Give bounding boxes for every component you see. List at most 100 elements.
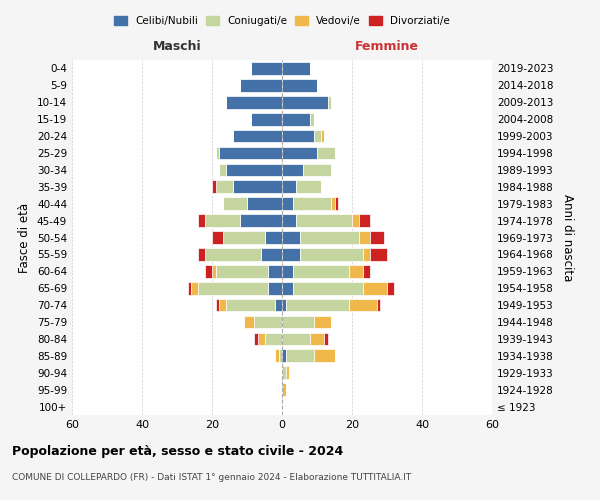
- Bar: [282, 164, 303, 176]
- Bar: [362, 282, 387, 294]
- Bar: [349, 299, 377, 312]
- Bar: [251, 62, 282, 75]
- Bar: [296, 180, 320, 193]
- Bar: [187, 282, 191, 294]
- Bar: [310, 113, 314, 126]
- Bar: [226, 299, 275, 312]
- Bar: [247, 198, 282, 210]
- Bar: [282, 79, 317, 92]
- Y-axis label: Anni di nascita: Anni di nascita: [562, 194, 574, 281]
- Text: Popolazione per età, sesso e stato civile - 2024: Popolazione per età, sesso e stato civil…: [12, 445, 343, 458]
- Bar: [299, 248, 362, 260]
- Bar: [244, 316, 254, 328]
- Bar: [362, 265, 370, 278]
- Bar: [268, 265, 282, 278]
- Text: Femmine: Femmine: [355, 40, 419, 53]
- Y-axis label: Fasce di età: Fasce di età: [19, 202, 31, 272]
- Bar: [265, 332, 282, 345]
- Bar: [299, 231, 359, 244]
- Bar: [205, 248, 261, 260]
- Bar: [310, 332, 324, 345]
- Bar: [233, 180, 282, 193]
- Bar: [212, 265, 215, 278]
- Bar: [226, 96, 282, 108]
- Bar: [215, 180, 233, 193]
- Bar: [282, 113, 310, 126]
- Bar: [296, 214, 352, 227]
- Bar: [205, 214, 240, 227]
- Bar: [251, 113, 282, 126]
- Bar: [282, 198, 293, 210]
- Bar: [282, 248, 299, 260]
- Bar: [282, 350, 286, 362]
- Bar: [370, 231, 383, 244]
- Bar: [286, 366, 289, 379]
- Bar: [233, 130, 282, 142]
- Bar: [282, 299, 286, 312]
- Bar: [293, 198, 331, 210]
- Bar: [268, 282, 282, 294]
- Bar: [282, 96, 328, 108]
- Bar: [282, 231, 299, 244]
- Bar: [240, 79, 282, 92]
- Bar: [293, 265, 349, 278]
- Bar: [314, 350, 335, 362]
- Bar: [328, 96, 331, 108]
- Bar: [282, 332, 310, 345]
- Bar: [198, 214, 205, 227]
- Bar: [223, 198, 247, 210]
- Text: COMUNE DI COLLEPARDO (FR) - Dati ISTAT 1° gennaio 2024 - Elaborazione TUTTITALIA: COMUNE DI COLLEPARDO (FR) - Dati ISTAT 1…: [12, 473, 411, 482]
- Bar: [282, 316, 314, 328]
- Bar: [212, 180, 215, 193]
- Bar: [282, 130, 314, 142]
- Bar: [286, 299, 349, 312]
- Bar: [212, 231, 223, 244]
- Bar: [352, 214, 359, 227]
- Bar: [286, 350, 314, 362]
- Bar: [215, 265, 268, 278]
- Bar: [282, 214, 296, 227]
- Bar: [223, 231, 265, 244]
- Bar: [275, 350, 278, 362]
- Bar: [317, 146, 335, 160]
- Bar: [370, 248, 387, 260]
- Bar: [282, 146, 317, 160]
- Bar: [282, 384, 286, 396]
- Bar: [359, 231, 370, 244]
- Bar: [331, 198, 335, 210]
- Bar: [282, 265, 293, 278]
- Bar: [275, 299, 282, 312]
- Bar: [359, 214, 370, 227]
- Bar: [282, 180, 296, 193]
- Bar: [282, 62, 310, 75]
- Bar: [320, 130, 324, 142]
- Bar: [198, 282, 268, 294]
- Bar: [314, 130, 320, 142]
- Bar: [257, 332, 265, 345]
- Text: Maschi: Maschi: [152, 40, 202, 53]
- Bar: [324, 332, 328, 345]
- Legend: Celibi/Nubili, Coniugati/e, Vedovi/e, Divorziati/e: Celibi/Nubili, Coniugati/e, Vedovi/e, Di…: [110, 12, 454, 30]
- Bar: [265, 231, 282, 244]
- Bar: [314, 316, 331, 328]
- Bar: [219, 146, 282, 160]
- Bar: [349, 265, 362, 278]
- Bar: [205, 265, 212, 278]
- Bar: [377, 299, 380, 312]
- Bar: [219, 299, 226, 312]
- Bar: [278, 350, 282, 362]
- Bar: [219, 164, 226, 176]
- Bar: [215, 299, 219, 312]
- Bar: [254, 332, 257, 345]
- Bar: [362, 248, 370, 260]
- Bar: [293, 282, 362, 294]
- Bar: [215, 146, 219, 160]
- Bar: [282, 366, 286, 379]
- Bar: [240, 214, 282, 227]
- Bar: [282, 282, 293, 294]
- Bar: [261, 248, 282, 260]
- Bar: [198, 248, 205, 260]
- Bar: [387, 282, 394, 294]
- Bar: [303, 164, 331, 176]
- Bar: [254, 316, 282, 328]
